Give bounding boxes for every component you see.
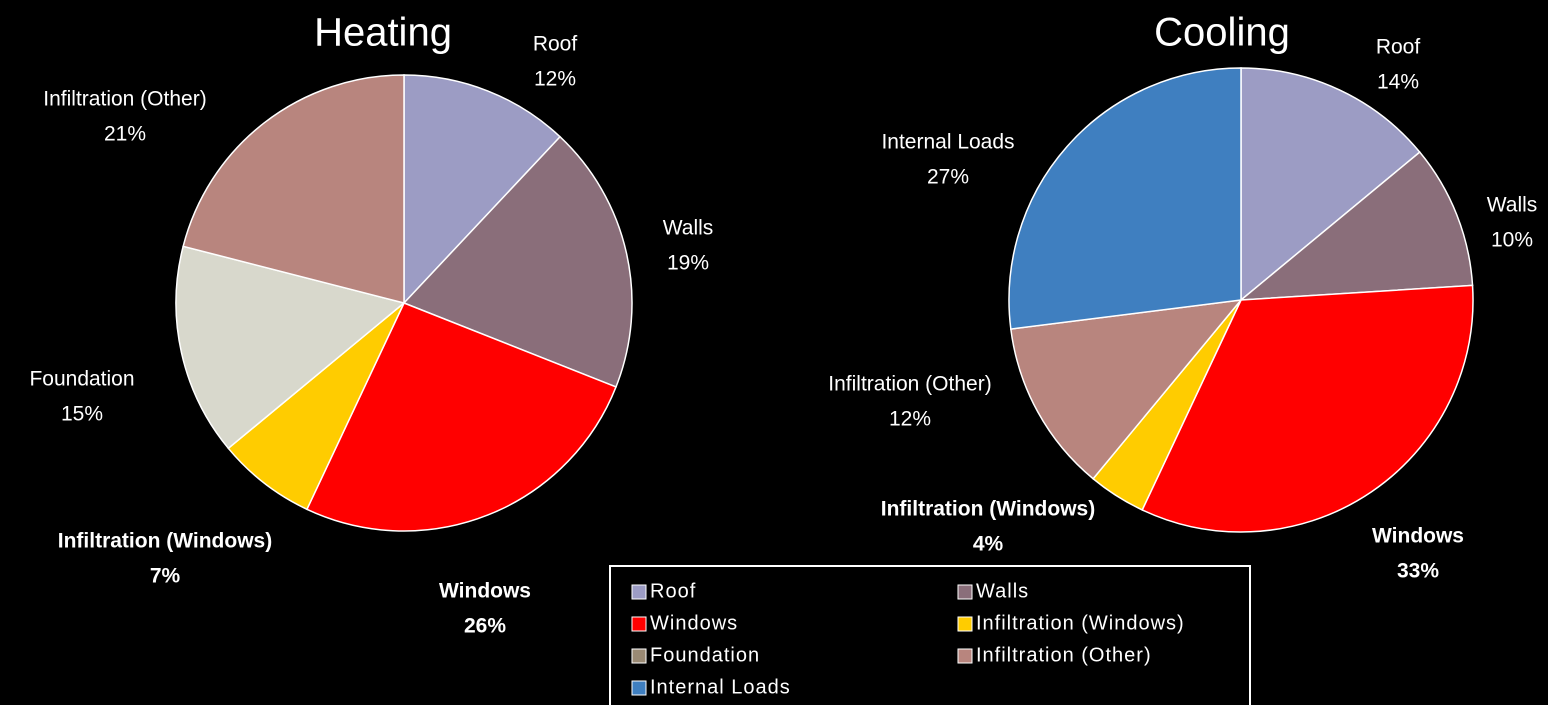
slice-label: Walls (1487, 194, 1538, 217)
legend-swatch (631, 680, 647, 696)
slice-value-label: 15% (61, 403, 103, 426)
pie-slice (402, 135, 633, 388)
legend-label: Infiltration (Other) (976, 644, 1152, 666)
chart-title: Heating (314, 11, 452, 55)
legend-label: Foundation (650, 644, 760, 666)
slice-label: Windows (439, 580, 531, 603)
legend-swatch (631, 616, 647, 632)
legend-label: Walls (976, 580, 1029, 602)
pie-slice (182, 74, 405, 304)
slice-value-label: 4% (973, 533, 1004, 556)
slice-value-label: 10% (1491, 229, 1533, 252)
slice-label: Foundation (29, 368, 134, 391)
legend-swatch (631, 584, 647, 600)
slice-value-label: 27% (927, 166, 969, 189)
slice-label: Internal Loads (881, 131, 1014, 154)
legend-swatch (631, 648, 647, 664)
pie-slice (1238, 151, 1474, 301)
pie-slice (175, 245, 406, 450)
legend-label: Internal Loads (650, 676, 791, 698)
slice-value-label: 12% (889, 408, 931, 431)
slice-label: Infiltration (Other) (43, 88, 206, 111)
slice-value-label: 21% (104, 123, 146, 146)
slice-label: Infiltration (Other) (828, 373, 991, 396)
slice-label: Windows (1372, 525, 1464, 548)
legend-label: Windows (650, 612, 738, 634)
pie-slice (1240, 67, 1421, 302)
legend-swatch (957, 584, 973, 600)
legend-swatch (957, 616, 973, 632)
slice-label: Walls (663, 217, 714, 240)
slice-value-label: 33% (1397, 560, 1439, 583)
pie-slice (1008, 67, 1242, 330)
legend-label: Infiltration (Windows) (976, 612, 1185, 634)
pie-slice (403, 74, 562, 305)
slice-value-label: 7% (150, 565, 181, 588)
slice-label: Infiltration (Windows) (58, 530, 272, 553)
slice-label: Roof (533, 33, 578, 56)
legend-swatch (957, 648, 973, 664)
pie-slice (1009, 299, 1243, 480)
slice-label: Roof (1376, 36, 1421, 59)
pie-slice (305, 302, 617, 532)
legend-box (609, 565, 1251, 705)
slice-label: Infiltration (Windows) (881, 498, 1095, 521)
slice-value-label: 12% (534, 68, 576, 91)
slice-value-label: 14% (1377, 71, 1419, 94)
chart-title: Cooling (1154, 11, 1290, 55)
pie-slice (1141, 284, 1474, 533)
legend-label: Roof (650, 580, 696, 602)
slice-value-label: 26% (464, 615, 506, 638)
slice-value-label: 19% (667, 252, 709, 275)
